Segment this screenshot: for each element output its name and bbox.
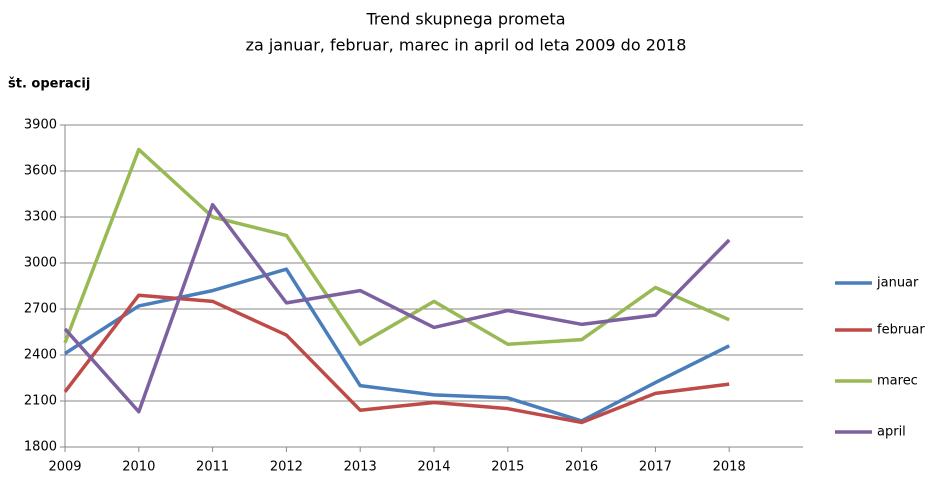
legend-label: april [877,425,906,440]
x-tick-label: 2009 [48,460,81,475]
x-tick-label: 2012 [270,460,303,475]
x-tick-label: 2016 [565,460,598,475]
y-tick-label: 2100 [24,394,57,409]
y-tick-label: 1800 [24,440,57,455]
line-series [63,147,730,347]
legend-label: februar [877,323,925,338]
x-tick-label: 2011 [196,460,229,475]
chart-subtitle: za januar, februar, marec in april od le… [246,36,687,55]
chart-title: Trend skupnega prometa [366,10,566,29]
y-axis-label: št. operacij [8,77,90,92]
line-series [64,267,730,423]
line-series [63,293,730,425]
x-tick-label: 2018 [713,460,746,475]
y-tick-label: 3300 [24,210,57,225]
x-tick-label: 2010 [122,460,155,475]
y-tick-label: 2700 [24,302,57,317]
line-series [63,202,731,414]
x-tick-label: 2014 [417,460,450,475]
y-tick-label: 2400 [24,348,57,363]
legend-label: januar [876,276,919,291]
legend-label: marec [877,374,918,389]
y-tick-label: 3600 [24,164,57,179]
y-tick-label: 3900 [24,118,57,133]
y-tick-label: 3000 [24,256,57,271]
x-tick-label: 2017 [639,460,672,475]
x-tick-label: 2013 [344,460,377,475]
x-tick-label: 2015 [491,460,524,475]
